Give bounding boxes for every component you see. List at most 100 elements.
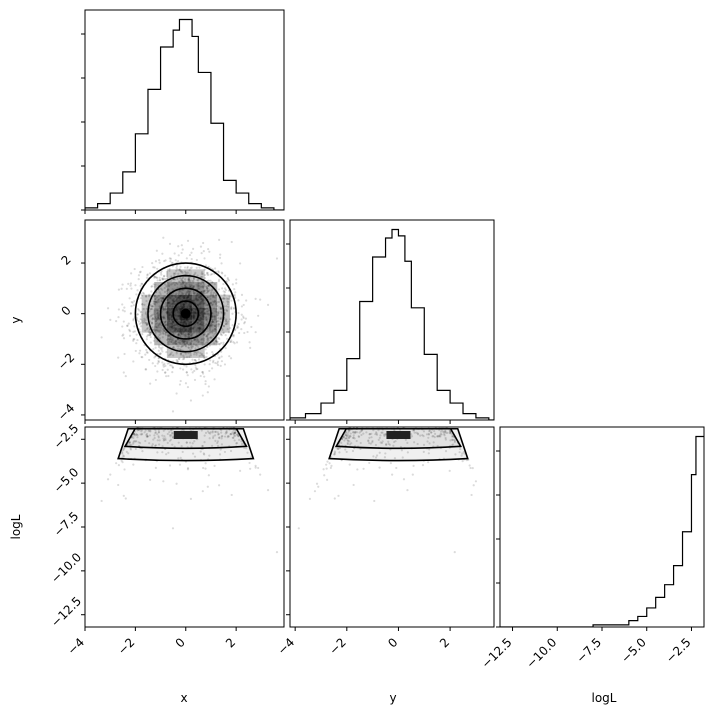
sxy-point (191, 359, 193, 361)
syl-point (431, 409, 433, 411)
sxl-point (171, 406, 173, 408)
sxl-point (220, 414, 222, 416)
syl-point (385, 401, 387, 403)
sxl-point (177, 399, 179, 401)
sxl-point (172, 406, 174, 408)
syl-point (409, 406, 411, 408)
syl-point (365, 409, 367, 411)
sxl-point (176, 410, 178, 412)
sxl-point (180, 399, 182, 401)
sxl-point (148, 413, 150, 415)
sxl-point (175, 398, 177, 400)
syl-point (386, 405, 388, 407)
sxl-point (166, 413, 168, 415)
syl-point (399, 395, 401, 397)
sxl-point (210, 403, 212, 405)
syl-point (385, 405, 387, 407)
sxy-point (152, 266, 154, 268)
syl-point (298, 527, 300, 529)
sxy-point (177, 260, 179, 262)
sxl-point (164, 401, 166, 403)
sxy-point (157, 311, 159, 313)
sxy-point (161, 361, 163, 363)
syl-point (385, 400, 387, 402)
sxl-point (176, 397, 178, 399)
syl-point (361, 413, 363, 415)
syl-point (395, 404, 397, 406)
syl-point (419, 411, 421, 413)
sxl-point (190, 395, 192, 397)
syl-point (395, 395, 397, 397)
sxy-point (236, 341, 238, 343)
sxl-point (175, 403, 177, 405)
sxl-point (164, 409, 166, 411)
sxl-point (168, 398, 170, 400)
syl-point (422, 405, 424, 407)
sxl-point (182, 409, 184, 411)
sxy-point (195, 296, 197, 298)
sxl-point (156, 406, 158, 408)
sxy-point (223, 297, 225, 299)
syl-point (357, 417, 359, 419)
syl-point (364, 409, 366, 411)
sxy-point (156, 250, 158, 252)
sxl-point (170, 402, 172, 404)
syl-point (433, 413, 435, 415)
sxl-point (181, 399, 183, 401)
sxl-point (165, 406, 167, 408)
sxl-point (187, 398, 189, 400)
sxy-point (177, 306, 179, 308)
syl-point (367, 409, 369, 411)
syl-point (393, 395, 395, 397)
sxl-point (181, 399, 183, 401)
sxl-point (193, 400, 195, 402)
sxl-point (189, 409, 191, 411)
sxl-point (156, 406, 158, 408)
sxl-point (183, 398, 185, 400)
syl-point (365, 408, 367, 410)
syl-point (425, 420, 427, 422)
sxl-point (207, 407, 209, 409)
sxl-point (193, 396, 195, 398)
syl-point (388, 404, 390, 406)
sxy-point (195, 340, 197, 342)
syl-point (378, 399, 380, 401)
sxl-point (189, 397, 191, 399)
sxy-point (167, 362, 169, 364)
sxl-point (218, 411, 220, 413)
sxy-point (184, 278, 186, 280)
sxl-point (163, 401, 165, 403)
sxl-point (201, 400, 203, 402)
sxy-point (139, 285, 141, 287)
sxl-point (207, 409, 209, 411)
sxl-point (150, 411, 152, 413)
syl-point (410, 400, 412, 402)
syl-point (413, 405, 415, 407)
sxl-point (205, 401, 207, 403)
sxy-point (150, 342, 152, 344)
sxl-point (224, 422, 226, 424)
sxl-point (200, 398, 202, 400)
syl-point (326, 461, 328, 463)
syl-point (381, 402, 383, 404)
sxl-point (147, 421, 149, 423)
sxy-point (237, 312, 239, 314)
sxl-point (221, 414, 223, 416)
sxl-point (180, 400, 182, 402)
sxl-point (209, 410, 211, 412)
syl-point (416, 399, 418, 401)
sxl-point (202, 402, 204, 404)
sxy-point (188, 321, 190, 323)
sxl-point (202, 399, 204, 401)
sxl-point (192, 398, 194, 400)
sxl-point (125, 497, 127, 499)
sxl-point (186, 397, 188, 399)
sxy-point (141, 333, 143, 335)
sxl-point (197, 399, 199, 401)
sxl-point (199, 400, 201, 402)
syl-point (376, 403, 378, 405)
sxl-point (214, 414, 216, 416)
sxl-point (207, 401, 209, 403)
sxl-point (117, 484, 119, 486)
sxl-point (171, 397, 173, 399)
